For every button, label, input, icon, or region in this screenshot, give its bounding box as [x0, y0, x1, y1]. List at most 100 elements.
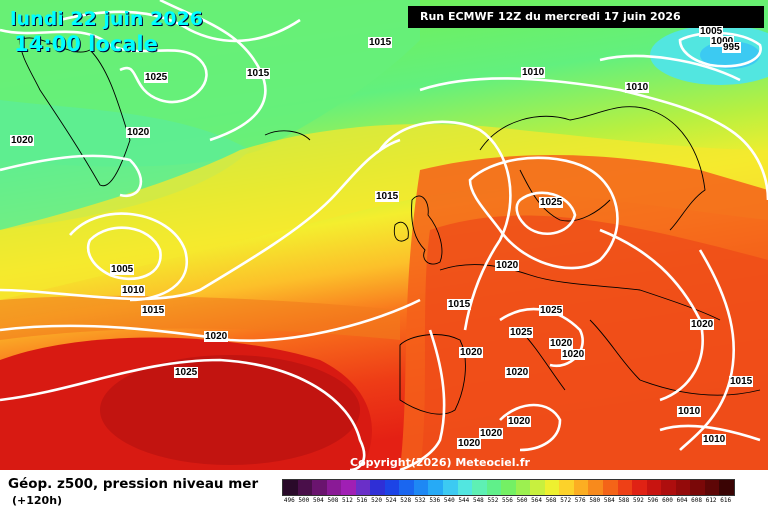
scale-tick-label: 568	[545, 497, 557, 504]
color-swatch	[341, 480, 356, 495]
color-swatch	[443, 480, 458, 495]
scale-tick-label: 504	[312, 497, 324, 504]
isobar-label: 1020	[507, 416, 532, 427]
color-swatch	[472, 480, 487, 495]
color-swatch	[297, 480, 313, 495]
isobar-label: 1025	[539, 305, 564, 316]
color-swatch	[399, 480, 414, 495]
isobar-label: 1020	[126, 127, 151, 138]
isobar-label: 1015	[368, 37, 393, 48]
isobar-label: 1015	[141, 305, 166, 316]
color-swatch	[326, 480, 342, 495]
copyright-text: Copyright(2026) Meteociel.fr	[350, 456, 530, 469]
isobar-label: 1020	[495, 260, 520, 271]
forecast-date: lundi 22 juin 2026	[10, 8, 203, 30]
color-swatch	[704, 480, 720, 495]
color-swatch	[719, 480, 734, 495]
scale-tick-label: 508	[327, 497, 339, 504]
color-swatch	[632, 480, 647, 495]
scale-tick-label: 496	[283, 497, 295, 504]
model-run-banner: Run ECMWF 12Z du mercredi 17 juin 2026	[408, 6, 764, 28]
color-swatch	[501, 480, 516, 495]
isobar-label: 1020	[457, 438, 482, 449]
color-swatch	[573, 480, 589, 495]
scale-tick-label: 528	[400, 497, 412, 504]
color-swatch	[544, 480, 560, 495]
color-swatch	[486, 480, 502, 495]
color-swatch	[690, 480, 705, 495]
isobar-label: 1010	[521, 67, 546, 78]
scale-tick-label: 536	[429, 497, 441, 504]
scale-tick-label: 540	[443, 497, 455, 504]
color-swatch	[384, 480, 400, 495]
map-canvas	[0, 0, 768, 470]
color-swatch	[428, 480, 444, 495]
scale-tick-label: 500	[298, 497, 310, 504]
scale-tick-label: 564	[531, 497, 542, 504]
scale-tick-label: 532	[414, 497, 426, 504]
color-swatch	[515, 480, 531, 495]
isobar-label: 1010	[625, 82, 650, 93]
scale-tick-label: 584	[603, 497, 615, 504]
legend-lead-time: (+120h)	[12, 494, 63, 507]
scale-tick-label: 516	[356, 497, 368, 504]
color-swatch	[413, 480, 429, 495]
scale-tick-label: 592	[632, 497, 644, 504]
color-swatch	[370, 480, 385, 495]
isobar-label: 1025	[509, 327, 534, 338]
isobar-label: 1015	[375, 191, 400, 202]
color-scale-bar	[282, 479, 735, 496]
color-swatch	[617, 480, 633, 495]
scale-tick-label: 548	[472, 497, 484, 504]
isobar-label: 1015	[447, 299, 472, 310]
scale-tick-label: 580	[589, 497, 601, 504]
isobar-label: 1000	[710, 36, 735, 47]
isobar-label: 1020	[505, 367, 530, 378]
isobar-label: 1020	[690, 319, 715, 330]
isobar-label: 1015	[246, 68, 271, 79]
isobar-label: 1010	[121, 285, 146, 296]
isobar-label: 1025	[144, 72, 169, 83]
isobar-label: 1010	[702, 434, 727, 445]
scale-tick-label: 600	[662, 497, 673, 504]
color-swatch	[603, 480, 618, 495]
scale-tick-label: 616	[720, 497, 732, 504]
scale-tick-label: 604	[676, 497, 688, 504]
color-swatch	[312, 480, 327, 495]
isobar-label: 1020	[561, 349, 586, 360]
scale-tick-label: 556	[502, 497, 513, 504]
isobar-label: 995	[722, 42, 741, 53]
color-swatch	[559, 480, 574, 495]
scale-tick-label: 576	[574, 497, 586, 504]
color-swatch	[355, 480, 371, 495]
color-swatch	[283, 480, 298, 495]
color-swatch	[588, 480, 604, 495]
color-swatch	[457, 480, 473, 495]
weather-map: lundi 22 juin 2026 14:00 locale Run ECMW…	[0, 0, 768, 470]
scale-tick-label: 520	[371, 497, 382, 504]
color-scale-ticks: 496 500 504 508 512 516 520 524 528 532 536 540 544 5…	[282, 497, 733, 504]
isobar-label: 1015	[729, 376, 754, 387]
scale-tick-label: 552	[487, 497, 499, 504]
scale-tick-label: 524	[385, 497, 397, 504]
isobar-label: 1005	[110, 264, 135, 275]
isobar-label: 1020	[459, 347, 484, 358]
color-swatch	[530, 480, 545, 495]
legend-panel: Géop. z500, pression niveau mer (+120h) …	[0, 470, 768, 512]
isobar-label: 1010	[677, 406, 702, 417]
legend-title: Géop. z500, pression niveau mer	[8, 476, 259, 492]
isobar-label: 1020	[204, 331, 229, 342]
isobar-label: 1020	[10, 135, 35, 146]
isobar-label: 1005	[699, 26, 724, 37]
isobar-label: 1020	[549, 338, 574, 349]
scale-tick-label: 596	[647, 497, 659, 504]
scale-tick-label: 512	[342, 497, 353, 504]
isobar-label: 1025	[539, 197, 564, 208]
scale-tick-label: 572	[560, 497, 572, 504]
scale-tick-label: 560	[516, 497, 528, 504]
scale-tick-label: 588	[618, 497, 630, 504]
isobar-label: 1025	[174, 367, 199, 378]
isobar-label: 1020	[479, 428, 504, 439]
scale-tick-label: 544	[458, 497, 470, 504]
color-swatch	[675, 480, 691, 495]
